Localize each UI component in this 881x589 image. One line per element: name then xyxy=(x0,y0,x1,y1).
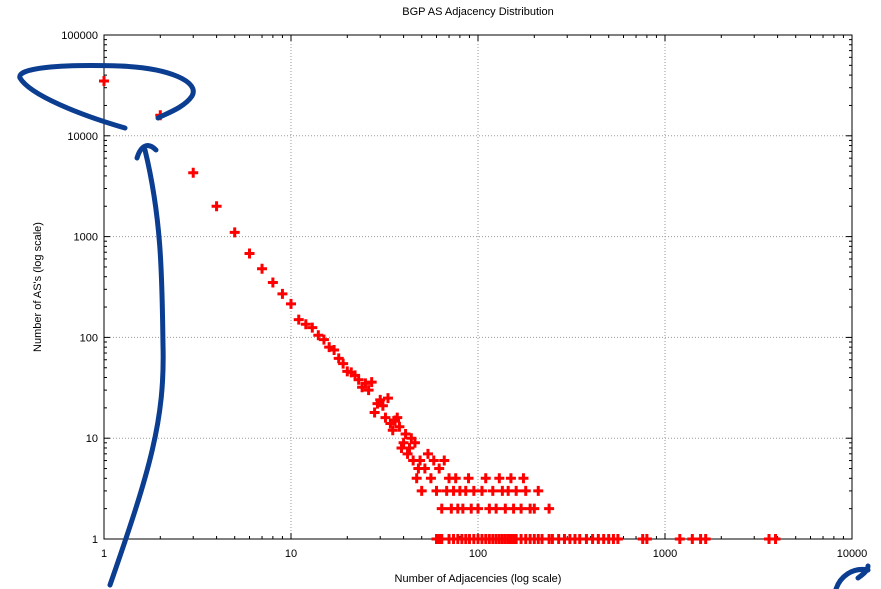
data-points xyxy=(99,75,781,544)
data-point xyxy=(533,485,544,496)
data-point xyxy=(293,314,304,325)
y-tick-label: 10000 xyxy=(67,131,98,143)
data-point xyxy=(286,298,296,309)
data-point xyxy=(434,463,445,474)
data-point xyxy=(338,358,349,369)
data-point xyxy=(544,503,555,514)
x-axis-label: Number of Adjacencies (log scale) xyxy=(395,573,562,585)
data-point xyxy=(387,425,398,436)
data-point xyxy=(700,534,711,544)
data-point xyxy=(463,473,474,484)
data-point xyxy=(511,485,522,496)
hand-drawn-annotation xyxy=(17,63,871,589)
data-point xyxy=(457,503,468,514)
data-point xyxy=(392,412,403,423)
data-point xyxy=(300,319,311,330)
x-tick-label: 1 xyxy=(101,548,107,560)
data-point xyxy=(419,463,430,474)
data-point xyxy=(476,485,487,496)
data-point xyxy=(411,473,422,484)
data-point xyxy=(329,344,340,355)
data-point xyxy=(318,334,329,345)
data-point xyxy=(415,455,426,466)
data-point xyxy=(377,400,388,411)
y-tick-label: 1 xyxy=(92,534,98,546)
data-point xyxy=(380,412,391,423)
data-point xyxy=(402,448,413,459)
data-point xyxy=(770,534,781,544)
data-point xyxy=(99,75,109,86)
data-point xyxy=(674,534,685,544)
y-tick-label: 10 xyxy=(86,433,98,445)
x-tick-label: 100 xyxy=(469,548,487,560)
data-point xyxy=(641,534,652,544)
x-tick-label: 10 xyxy=(285,548,297,560)
y-axis-label: Number of AS's (log scale) xyxy=(32,222,44,352)
arrow-head xyxy=(134,143,159,161)
arrow-shaft xyxy=(107,147,166,588)
data-point xyxy=(307,322,318,333)
data-point xyxy=(277,288,288,299)
data-point xyxy=(436,503,447,514)
data-point xyxy=(382,393,393,404)
data-point xyxy=(431,485,442,496)
x-tick-label: 1000 xyxy=(653,548,677,560)
x-tick-label: 10000 xyxy=(837,548,868,560)
data-point xyxy=(409,437,420,448)
data-point xyxy=(394,421,405,432)
corner-arrow-mark xyxy=(833,563,871,589)
data-point xyxy=(491,503,502,514)
data-point xyxy=(425,473,436,484)
data-point xyxy=(404,442,415,453)
data-point xyxy=(416,485,427,496)
data-point xyxy=(366,377,377,388)
data-point xyxy=(529,503,540,514)
data-point xyxy=(375,394,386,405)
data-point xyxy=(333,353,344,364)
data-point xyxy=(480,473,491,484)
data-point xyxy=(450,473,461,484)
x-axis-ticks: 1 10 100 1000 10000 xyxy=(101,35,867,560)
y-tick-label: 1000 xyxy=(74,232,98,244)
data-point xyxy=(369,407,380,418)
data-point xyxy=(313,330,324,341)
data-point xyxy=(257,263,268,274)
data-point xyxy=(211,201,222,212)
data-point xyxy=(229,227,240,238)
data-point xyxy=(428,455,439,466)
y-tick-label: 100000 xyxy=(61,30,98,42)
data-point xyxy=(398,437,409,448)
y-axis-ticks: 1 10 100 1000 10000 100000 xyxy=(61,30,852,546)
data-point xyxy=(505,473,516,484)
data-point xyxy=(267,277,278,288)
data-point xyxy=(520,485,531,496)
data-point xyxy=(612,534,623,544)
data-point xyxy=(353,374,364,385)
data-point xyxy=(518,473,529,484)
y-tick-label: 100 xyxy=(80,332,98,344)
data-point xyxy=(400,429,411,440)
circle-stroke xyxy=(17,63,196,131)
data-point xyxy=(244,248,255,259)
chart-title: BGP AS Adjacency Distribution xyxy=(402,6,553,18)
data-point xyxy=(487,485,498,496)
data-point xyxy=(188,167,199,178)
grid-lines xyxy=(104,35,852,539)
data-point xyxy=(473,503,483,514)
data-point xyxy=(363,385,374,396)
data-point xyxy=(439,455,450,466)
data-point xyxy=(422,448,433,459)
data-point xyxy=(516,503,527,514)
data-point xyxy=(494,473,505,484)
